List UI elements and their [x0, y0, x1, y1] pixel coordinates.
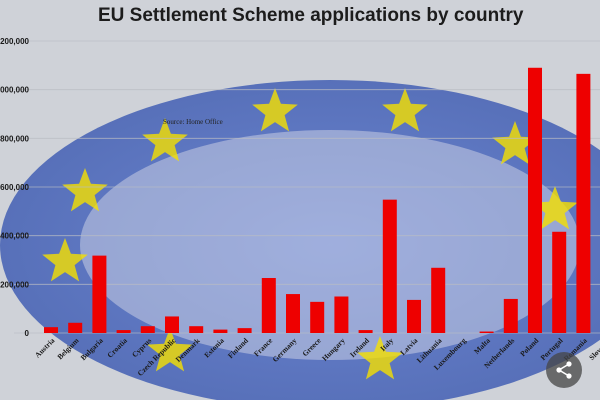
y-tick-label: 200,000 — [0, 280, 29, 289]
source-note: Source: Home Office — [163, 118, 223, 126]
x-tick-label: Estonia — [202, 336, 226, 360]
flag-star-8 — [357, 336, 403, 380]
bar-austria — [44, 327, 58, 333]
bar-poland — [528, 67, 542, 334]
y-tick-label: 0 — [25, 329, 30, 338]
x-tick-label: Finland — [226, 335, 251, 360]
bars — [44, 67, 591, 334]
bar-netherlands — [503, 298, 518, 333]
y-axis: 0 200,000 400,000 600,000 800,000 1,000,000 1,… — [0, 37, 30, 338]
x-tick-label: Germany — [271, 336, 299, 364]
x-tick-label: Greece — [300, 336, 323, 359]
bar-croatia — [116, 330, 131, 333]
flag-star-2 — [252, 88, 298, 132]
x-tick-label: Slovakia — [587, 336, 600, 362]
flag-star-5 — [532, 186, 578, 230]
bar-latvia — [407, 299, 421, 333]
bar-hungary — [334, 296, 349, 333]
x-tick-label: Latvia — [398, 336, 419, 357]
x-tick-label: Italy — [378, 336, 395, 353]
x-tick-label: Poland — [518, 335, 541, 358]
x-tick-label: Ireland — [348, 335, 372, 359]
share-icon — [556, 361, 572, 379]
bar-portugal — [552, 231, 567, 333]
x-tick-label: Denmark — [174, 335, 202, 363]
bar-italy — [382, 199, 397, 333]
bar-romania — [576, 73, 591, 333]
y-tick-label: 1,000,000 — [0, 86, 30, 95]
bar-lithuania — [431, 267, 446, 333]
gridlines — [14, 40, 600, 334]
y-tick-label: 1,200,000 — [0, 37, 30, 46]
bar-greece — [310, 301, 325, 333]
x-tick-label: Bulgaria — [79, 336, 105, 362]
x-tick-label: Croatia — [105, 336, 129, 360]
x-tick-label: Malta — [472, 336, 492, 356]
bar-finland — [237, 328, 252, 333]
bar-denmark — [189, 326, 204, 333]
share-button[interactable] — [546, 352, 582, 388]
bar-cyprus — [140, 326, 155, 333]
x-tick-label: Hungary — [320, 336, 347, 363]
x-tick-label: Cyprus — [130, 336, 153, 359]
y-tick-label: 600,000 — [0, 183, 29, 192]
flag-star-1 — [142, 118, 188, 162]
bar-germany — [286, 294, 300, 333]
bar-belgium — [68, 322, 83, 333]
x-tick-label: Austria — [33, 336, 57, 360]
bar-france — [261, 278, 276, 333]
y-tick-label: 400,000 — [0, 232, 29, 241]
x-tick-label: Belgium — [55, 336, 81, 362]
bar-bulgaria — [92, 255, 107, 333]
flag-star-4 — [492, 121, 538, 165]
flag-star-3 — [382, 88, 428, 132]
flag-star-9 — [147, 328, 193, 372]
flag-star-7 — [42, 238, 88, 282]
flag-star-6 — [62, 168, 108, 212]
bar-malta — [479, 331, 494, 333]
chart-title: EU Settlement Scheme applications by cou… — [98, 5, 524, 26]
bar-estonia — [213, 329, 228, 333]
bar-czech-republic — [165, 316, 179, 333]
x-tick-label: France — [252, 336, 275, 359]
y-tick-label: 800,000 — [0, 134, 29, 143]
bar-ireland — [358, 330, 373, 333]
